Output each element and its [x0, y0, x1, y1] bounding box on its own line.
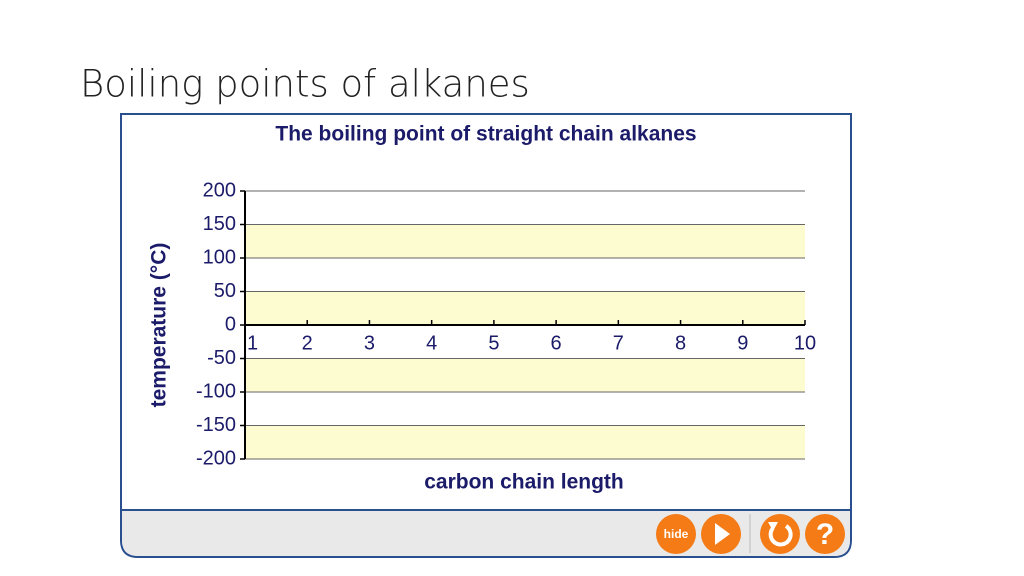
help-label: ?	[816, 518, 834, 551]
slide-title: Boiling points of alkanes	[80, 63, 530, 106]
button-circle	[760, 514, 800, 554]
chart-title: The boiling point of straight chain alka…	[275, 123, 696, 146]
x-tick-label: 9	[737, 332, 748, 354]
help-button[interactable]: ?	[805, 514, 845, 554]
grid-band	[245, 358, 805, 392]
y-tick-label: 50	[214, 280, 236, 302]
x-tick-label: 10	[794, 332, 816, 354]
x-tick-label: 6	[551, 332, 562, 354]
x-tick-label: 7	[613, 332, 624, 354]
y-tick-label: 0	[225, 313, 236, 335]
y-tick-label: 100	[203, 246, 236, 268]
button-label: hide	[664, 527, 689, 541]
x-tick-label: 4	[426, 332, 437, 354]
reset-button[interactable]	[760, 514, 800, 554]
plot: -200 -150 -100 -50 0 50 100 150 200 1 2 3 4 5 6 7 8 9 10	[196, 179, 816, 469]
x-axis-label: carbon chain length	[424, 471, 624, 494]
x-tick-label: 2	[302, 332, 313, 354]
button-circle	[656, 514, 696, 554]
y-axis-label: temperature (°C)	[148, 243, 171, 408]
grid-band	[245, 425, 805, 459]
reset-arrow	[768, 522, 778, 531]
y-tick-label: 200	[203, 179, 236, 201]
y-tick-label: 150	[203, 213, 236, 235]
grid-band	[245, 291, 805, 325]
y-tick-label: -100	[196, 380, 236, 402]
hide-button[interactable]: hide	[656, 514, 696, 554]
play-icon	[715, 523, 730, 545]
button-circle	[805, 514, 845, 554]
x-tick-label: 1	[247, 332, 258, 354]
y-tick-label: -150	[196, 414, 236, 436]
x-tick-label: 8	[675, 332, 686, 354]
x-tick-label: 5	[488, 332, 499, 354]
play-button[interactable]	[701, 514, 741, 554]
x-tick-label: 3	[364, 332, 375, 354]
reset-icon	[768, 524, 793, 547]
y-tick-label: -50	[207, 347, 236, 369]
grid-band	[245, 224, 805, 258]
y-tick-label: -200	[196, 447, 236, 469]
